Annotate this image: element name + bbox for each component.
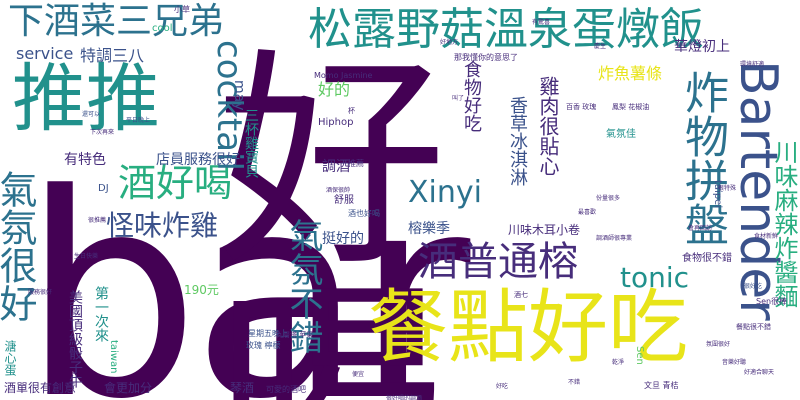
word-filler: 音樂好聽 (722, 359, 747, 366)
word-xingqiwu: 星期五晚上 (248, 329, 288, 338)
word-filler: 乾淨 (612, 359, 625, 366)
word-hao-he: 好喝 (177, 40, 444, 400)
word-dj: DJ (98, 183, 109, 194)
word-momo: Momo Jasmine (314, 71, 373, 80)
word-sen-hen-bang: Sen很棒 (756, 297, 788, 306)
word-qifenjia: 氣氛佳 (606, 129, 636, 140)
word-chuanwei-muer: 川味木耳小卷 (508, 223, 581, 237)
word-filler: 氛圍很好 (706, 341, 731, 348)
word-service: service (16, 44, 74, 63)
word-dexin: 溏心蛋 (3, 340, 17, 376)
word-filler: 慶生 (594, 43, 607, 50)
word-bei: 杯 (348, 107, 355, 115)
word-filler: 很好吃 (744, 283, 763, 290)
word-sen: Sen (634, 346, 645, 365)
word-xiangshi: 香草冰淇淋 (507, 96, 528, 186)
word-filler: 生日快樂 (74, 253, 99, 260)
word-shushi: 舒服 (334, 195, 354, 206)
word-qifen-hen-hao: 氣氛很好 (0, 170, 37, 322)
word-xiaocao: 小草 (174, 5, 190, 14)
word-jiuye: 酒也好喝 (348, 209, 380, 218)
word-zhayu: 炸魚薯條 (598, 64, 663, 83)
word-filler: 份量很多 (596, 195, 621, 202)
word-filler: 最喜歡 (578, 209, 597, 216)
word-tui-tui: 推推 (12, 56, 160, 142)
word-fenghuang: 鳳梨 花椒油 (612, 103, 650, 111)
word-tonic: tonic (620, 261, 690, 294)
word-cancheng: 餐點很不錯 (736, 323, 771, 331)
word-tingde: 挺好的 (322, 231, 364, 247)
word-guaiwei: 怪味炸雞 (106, 209, 219, 242)
word-dianyuan: 店員服務很好 (156, 152, 240, 168)
word-shiwu: 食物好吃 (461, 60, 482, 132)
word-wenji: 文旦 青桔 (644, 381, 679, 390)
word-jiu-hao-he: 酒好喝 (118, 161, 233, 205)
word-baixiang: 百香 玫瑰 (566, 103, 597, 111)
word-kelede: 可愛的酒吧 (266, 385, 306, 394)
word-hiphop: Hiphop (318, 117, 354, 128)
word-filler: 酒保很帥 (326, 187, 351, 194)
word-xinyi: Xinyi (408, 175, 482, 210)
word-jirou: 雞肉很貼心 (536, 76, 560, 176)
word-tiaotiao: 很好喝的調酒 (386, 395, 423, 400)
word-taipei: taipei (712, 180, 723, 209)
word-filler: 很推薦 (88, 217, 107, 224)
word-cool: cool (152, 23, 173, 34)
word-diyici: 第一次來 (93, 286, 109, 342)
word-qifen-bucuo: 氣氛不錯 (283, 218, 323, 354)
word-jiao-le: 叫了 (452, 95, 465, 102)
word-meiguo: 美國頂級骰子牛 (67, 290, 83, 388)
word-jiudan: 酒單很有創意 (4, 381, 77, 395)
word-filler: 下次再來 (90, 129, 115, 136)
word-meigui: 玫瑰 檸檬 (246, 341, 281, 350)
word-tiaojiu: 調酒 (322, 159, 350, 175)
word-haode: 好的 (318, 80, 351, 99)
word-songlu: 松露野菇溫泉蛋燉飯 (308, 4, 704, 55)
word-cocktail: cocktail (209, 40, 249, 171)
word-rongle: 榕樂季 (408, 221, 450, 237)
word-jiuqi: 酒七 (514, 291, 528, 299)
word-filler: 好吃 (496, 383, 509, 390)
word-huigeng: 會更加分 (104, 381, 153, 395)
word-sanbei: 三杯雞寶貝 (243, 108, 259, 178)
word-filler: 食材新鮮 (754, 233, 779, 240)
word-zhawu: 炸物拼盤 (677, 70, 728, 246)
word-filler: 環境舒適 (740, 61, 765, 68)
word-jiupu: 酒普通榕 (418, 239, 578, 285)
word-price: 190元 (184, 283, 219, 297)
word-filler: 服務很好 (28, 289, 53, 296)
word-filler: 不錯 (568, 379, 581, 386)
word-tediao: 特調三八 (80, 46, 145, 65)
word-filler: 便宜 (352, 371, 365, 378)
word-nage: 那我懂你的意思了 (454, 53, 518, 62)
word-taiwan: taiwan (108, 340, 119, 374)
word-may: may (231, 80, 247, 111)
word-filler: 平日晚上 (126, 117, 151, 124)
word-shiwu-bucuo: 食物很不錯 (682, 253, 732, 264)
word-bar: bar (22, 135, 470, 400)
word-filler: 調酒師很專業 (596, 235, 633, 242)
word-chuanwei: 川味麻辣炸醬麵 (770, 140, 798, 308)
word-filler: 還可以 (82, 111, 101, 118)
word-bartender: Bartender (728, 60, 788, 321)
word-filler: 會再回訪 (688, 225, 713, 232)
word-filler: 好地方 (440, 39, 459, 46)
word-youtese: 有特色 (64, 152, 106, 168)
word-huadeng: 華燈初上 (674, 39, 730, 55)
word-hen-you-te: 很特殊 (718, 185, 737, 192)
word-filler: 好適合聊天 (744, 369, 775, 376)
word-jiuceng: 九層塔 苹果 (276, 331, 314, 339)
word-qinjiu: 琴酒 (230, 381, 255, 395)
word-filler: 有驚喜 (532, 19, 551, 26)
word-can-dian: 餐點好吃 (368, 281, 688, 374)
word-tuijian: 推薦 (348, 159, 364, 168)
word-xiacai: 下酒菜三兄弟 (8, 1, 225, 42)
